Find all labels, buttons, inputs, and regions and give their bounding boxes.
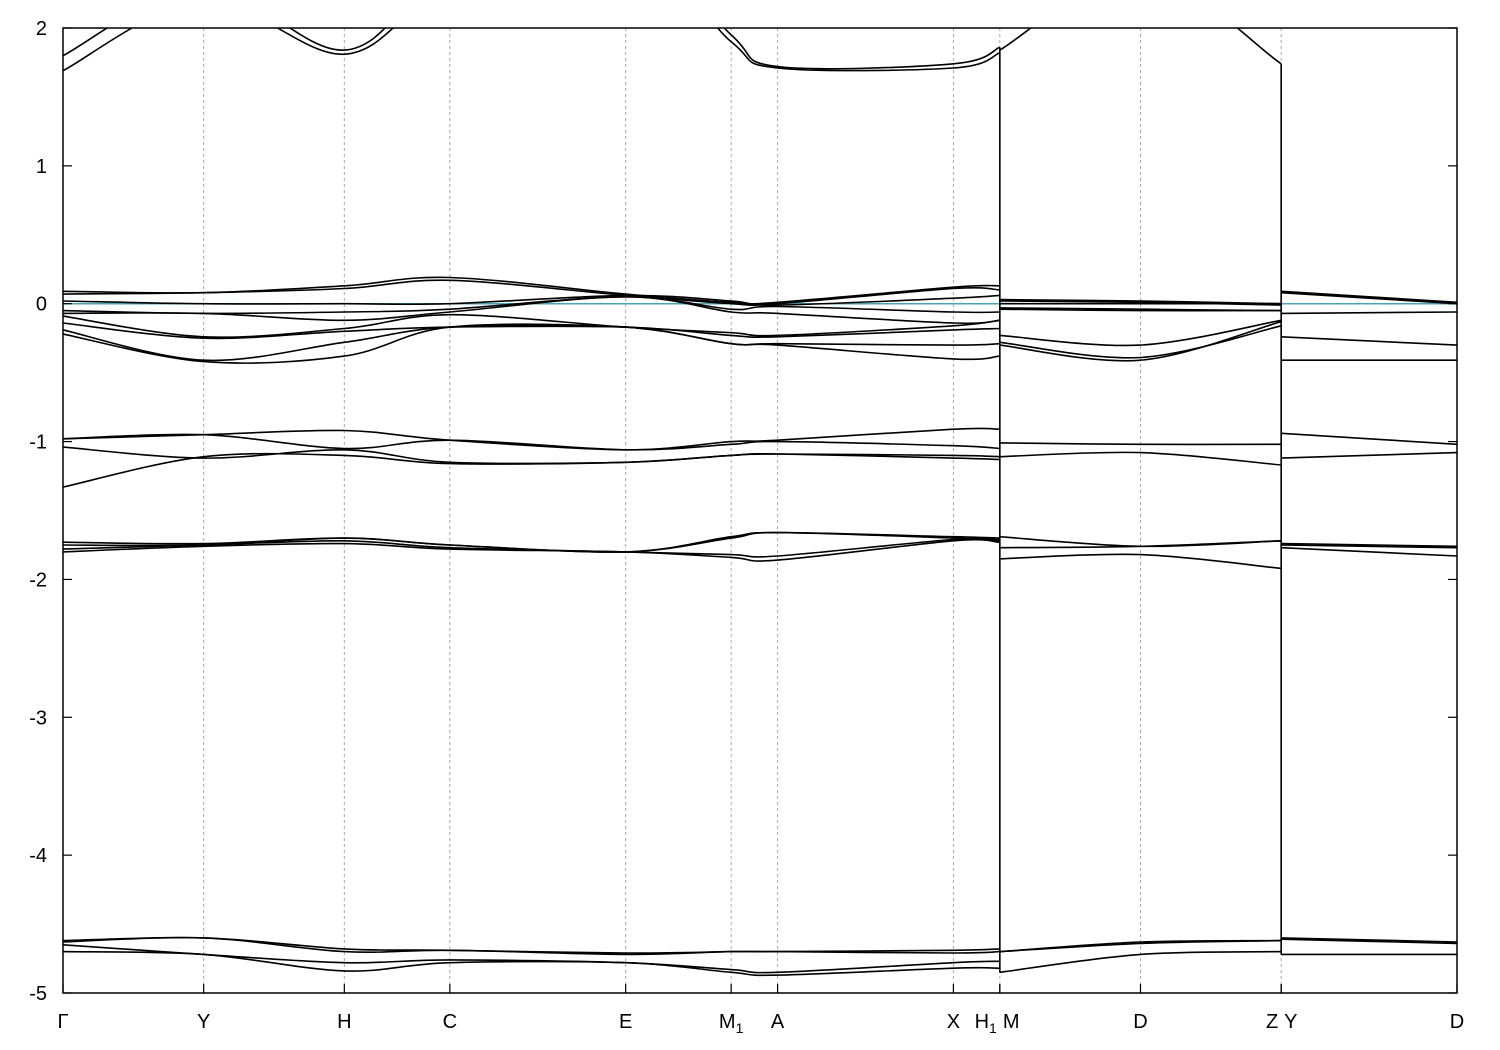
kpoint-label-2: H	[337, 1011, 351, 1033]
kpoint-label-12: Y	[1284, 1011, 1297, 1033]
kpoint-label-6: A	[771, 1011, 785, 1033]
x-axis: Γ Y H C E M1 A X H1 M D Z Y D	[57, 984, 1464, 1036]
band-line-s1-b7	[999, 442, 1282, 446]
ytick-label-4: -1	[29, 432, 47, 454]
band-line-s1-b10	[999, 319, 1282, 347]
band-line-s0-b21	[63, 28, 1001, 72]
ytick-label-1: -4	[29, 845, 47, 867]
band-line-s1-b5	[999, 535, 1282, 548]
kpoint-label-11: Z	[1266, 1011, 1278, 1033]
band-line-s0-b18	[63, 294, 1000, 306]
plot-frame	[62, 27, 1458, 994]
kpoint-label-13: D	[1450, 1011, 1464, 1033]
band-line-s1-b0	[999, 950, 1282, 974]
band-line-s2-b7	[1281, 432, 1457, 446]
kpoint-label-3: C	[443, 1011, 457, 1033]
band-lines	[63, 28, 1457, 977]
band-line-s0-b15	[63, 313, 1000, 338]
band-line-s1-b9	[999, 325, 1282, 359]
band-line-s0-b1	[63, 944, 1000, 974]
kpoint-label-7: X	[947, 1011, 960, 1033]
band-line-s2-b1	[1281, 938, 1457, 945]
band-line-s1-b6	[999, 451, 1282, 466]
band-line-s2-b5	[1281, 542, 1457, 548]
kpoint-label-10: D	[1133, 1011, 1147, 1033]
ytick-label-6: 1	[36, 156, 47, 178]
band-line-s1-b2	[999, 939, 1282, 953]
band-line-s0-b11	[63, 427, 1000, 451]
band-line-s2-b4	[1281, 544, 1457, 549]
band-line-s2-b11	[1281, 291, 1457, 305]
band-line-s1-b8	[999, 320, 1282, 362]
ytick-label-2: -3	[29, 707, 47, 729]
band-line-s2-b10	[1281, 311, 1457, 315]
band-line-s1-b12	[999, 307, 1282, 312]
ytick-label-3: -2	[29, 569, 47, 591]
kpoint-label-5: M1	[719, 1011, 744, 1036]
band-line-s1-b14	[999, 300, 1282, 306]
kpoint-label-1: Y	[197, 1011, 210, 1033]
band-line-s0-b17	[63, 295, 1000, 315]
kpoint-label-4: E	[619, 1011, 632, 1033]
y-axis: -5 -4 -3 -2 -1 0 1 2	[29, 18, 1457, 1005]
band-line-s0-b5	[63, 537, 1000, 558]
grid-lines	[203, 28, 1282, 993]
kpoint-label-9: M	[1003, 1011, 1020, 1033]
band-line-s0-b14	[63, 322, 1000, 340]
band-line-s2-b12	[1281, 290, 1457, 304]
band-line-s2-b3	[1281, 546, 1457, 557]
band-line-s0-b22	[63, 28, 1001, 70]
band-line-s0-b9	[63, 446, 1000, 465]
band-line-s2-b2	[1281, 937, 1457, 943]
band-line-s2-b6	[1281, 451, 1457, 459]
kpoint-label-0: Γ	[57, 1011, 68, 1033]
ytick-label-0: -5	[29, 983, 47, 1005]
band-line-s0-b7	[63, 531, 1000, 553]
band-line-s1-b3	[999, 553, 1282, 570]
band-line-s1-b15	[999, 298, 1282, 305]
ytick-label-7: 2	[36, 18, 47, 40]
band-line-s2-b9	[1281, 336, 1457, 346]
ytick-label-5: 0	[36, 294, 47, 316]
band-line-s0-b3	[63, 936, 1000, 954]
band-line-s0-b20	[63, 276, 1000, 305]
band-line-s1-b16	[999, 28, 1282, 65]
kpoint-label-8: H1	[975, 1011, 997, 1036]
